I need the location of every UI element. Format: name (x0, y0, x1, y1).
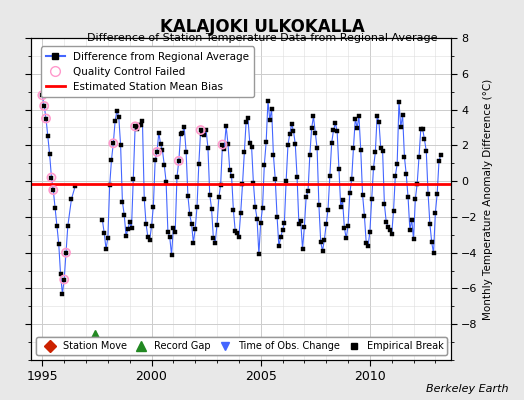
Point (109, 140, 117, 146)
Legend: Station Move, Record Gap, Time of Obs. Change, Empirical Break: Station Move, Record Gap, Time of Obs. C… (36, 337, 447, 355)
Point (153, 149, 161, 155)
Point (40, 103, 48, 109)
Point (219, 141, 227, 148)
Point (60, 276, 69, 283)
Text: Difference of Station Temperature Data from Regional Average: Difference of Station Temperature Data f… (87, 33, 437, 43)
Text: Berkeley Earth: Berkeley Earth (426, 384, 508, 394)
Point (196, 127, 205, 133)
Point (174, 158, 183, 164)
Point (38, 92, 47, 98)
Text: KALAJOKI ULKOKALLA: KALAJOKI ULKOKALLA (160, 18, 364, 36)
Point (42, 115, 50, 122)
Point (47, 174, 56, 181)
Point (62, 250, 70, 256)
Point (131, 123, 139, 130)
Y-axis label: Monthly Temperature Anomaly Difference (°C): Monthly Temperature Anomaly Difference (… (483, 78, 493, 320)
Point (49, 187, 58, 193)
